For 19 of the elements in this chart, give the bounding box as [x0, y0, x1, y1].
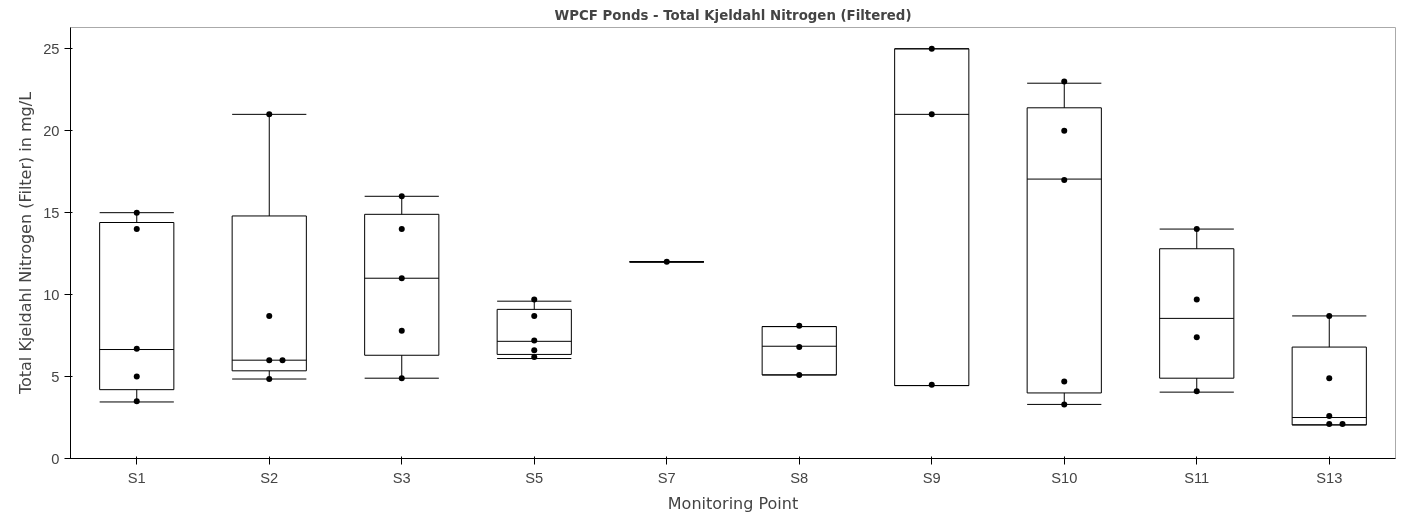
x-tick-label: S3 — [392, 469, 411, 486]
x-tick-label: S9 — [922, 469, 941, 486]
x-tick-label: S13 — [1316, 469, 1343, 486]
x-tick-label: S11 — [1184, 469, 1210, 486]
y-axis-title: Total Kjeldahl Nitrogen (Filter) in mg/L — [16, 91, 36, 396]
y-tick-label: 25 — [43, 40, 60, 57]
x-tick-label: S10 — [1051, 469, 1078, 486]
x-axis-title: Monitoring Point — [667, 493, 799, 513]
y-tick-label: 15 — [43, 204, 60, 221]
x-tick-label: S5 — [525, 469, 544, 486]
y-tick-label: 10 — [43, 286, 60, 303]
y-tick-label: 5 — [51, 368, 60, 385]
chart-title: WPCF Ponds - Total Kjeldahl Nitrogen (Filtered) — [554, 7, 912, 23]
x-tick-label: S7 — [657, 469, 676, 486]
x-tick-label: S2 — [260, 469, 279, 486]
x-tick-label: S1 — [127, 469, 146, 486]
y-tick-label: 20 — [43, 122, 60, 139]
x-tick-label: S8 — [790, 469, 809, 486]
y-tick-label: 0 — [51, 450, 60, 467]
